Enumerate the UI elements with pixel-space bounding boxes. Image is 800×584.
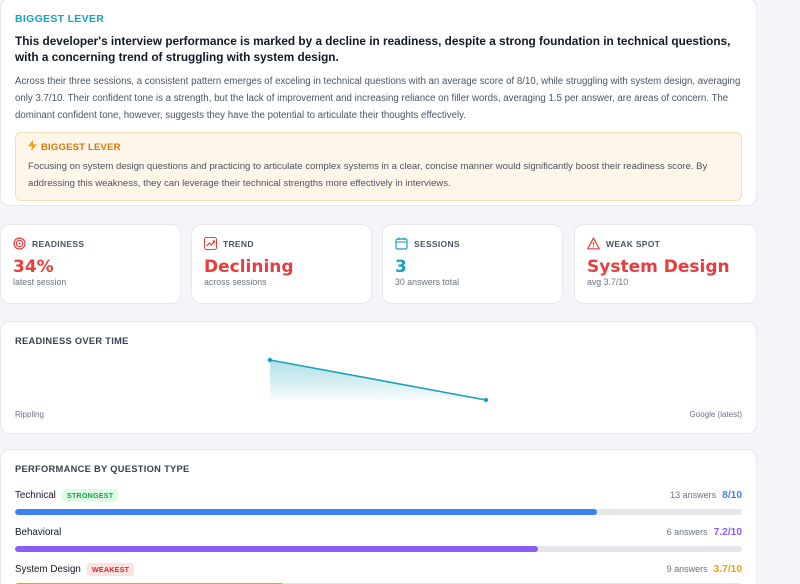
strongest-badge: STRONGEST <box>61 488 119 502</box>
score-value: 7.2/10 <box>713 526 742 538</box>
stat-sub: 30 answers total <box>395 277 460 287</box>
biggest-lever-text: Focusing on system design questions and … <box>28 161 708 189</box>
stat-sub: across sessions <box>204 277 267 287</box>
question-type-name: System Design <box>15 563 81 575</box>
biggest-lever-title: BIGGEST LEVER <box>28 140 729 154</box>
readiness-line-chart <box>267 357 489 403</box>
biggest-lever-title-text: BIGGEST LEVER <box>41 141 121 153</box>
stat-label: WEAK SPOT <box>606 238 661 249</box>
stat-sub: avg 3.7/10 <box>587 277 629 287</box>
x-axis-end-label: Google (latest) <box>689 410 742 419</box>
performance-title: PERFORMANCE BY QUESTION TYPE <box>15 464 190 474</box>
summary-eyebrow: BIGGEST LEVER <box>15 13 105 25</box>
summary-headline: This developer's interview performance i… <box>15 34 731 64</box>
progress-track <box>15 509 742 515</box>
stat-sub: latest session <box>13 277 67 287</box>
summary-card: BIGGEST LEVER This developer's interview… <box>0 0 757 206</box>
answer-count: 6 answers <box>666 527 708 537</box>
progress-fill <box>15 546 539 552</box>
answer-count: 9 answers <box>666 564 708 574</box>
readiness-over-time-card: READINESS OVER TIME Rippling Google (lat… <box>0 321 757 434</box>
warning-icon <box>587 237 600 250</box>
trend-value: Declining <box>204 257 294 277</box>
readiness-value: 34% <box>13 257 54 277</box>
question-type-row-system-design: System Design WEAKEST 9 answers 3.7/10 <box>15 562 742 584</box>
question-type-row-behavioral: Behavioral 6 answers 7.2/10 <box>15 525 742 555</box>
weak-spot-value: System Design <box>587 257 730 277</box>
progress-track <box>15 546 742 552</box>
stat-card-weak-spot: WEAK SPOT System Design avg 3.7/10 <box>574 224 757 304</box>
stat-label: READINESS <box>32 238 85 249</box>
stat-card-readiness: READINESS 34% latest session <box>0 224 181 304</box>
question-type-row-technical: Technical STRONGEST 13 answers 8/10 <box>15 488 742 518</box>
calendar-icon <box>395 237 408 250</box>
target-icon <box>13 237 26 250</box>
biggest-lever-box: BIGGEST LEVER Focusing on system design … <box>15 132 742 201</box>
readiness-chart-title: READINESS OVER TIME <box>15 336 129 346</box>
data-point-end <box>483 397 489 403</box>
stat-card-sessions: SESSIONS 3 30 answers total <box>382 224 563 304</box>
data-point-start <box>267 357 273 363</box>
progress-fill <box>15 509 597 515</box>
question-type-name: Behavioral <box>15 526 62 538</box>
sessions-value: 3 <box>395 257 407 277</box>
performance-card: PERFORMANCE BY QUESTION TYPE Technical S… <box>0 449 757 584</box>
bolt-icon <box>28 140 37 154</box>
stat-label: SESSIONS <box>414 238 460 249</box>
summary-paragraph: Across their three sessions, a consisten… <box>15 76 741 121</box>
answer-count: 13 answers <box>670 490 717 500</box>
score-value: 8/10 <box>722 489 742 501</box>
stat-label: TREND <box>223 238 254 249</box>
x-axis-start-label: Rippling <box>15 410 44 419</box>
weakest-badge: WEAKEST <box>86 562 135 576</box>
stat-card-trend: TREND Declining across sessions <box>191 224 372 304</box>
question-type-name: Technical <box>15 489 56 501</box>
score-value: 3.7/10 <box>713 563 742 575</box>
readiness-line <box>269 359 487 401</box>
trend-icon <box>204 237 217 250</box>
